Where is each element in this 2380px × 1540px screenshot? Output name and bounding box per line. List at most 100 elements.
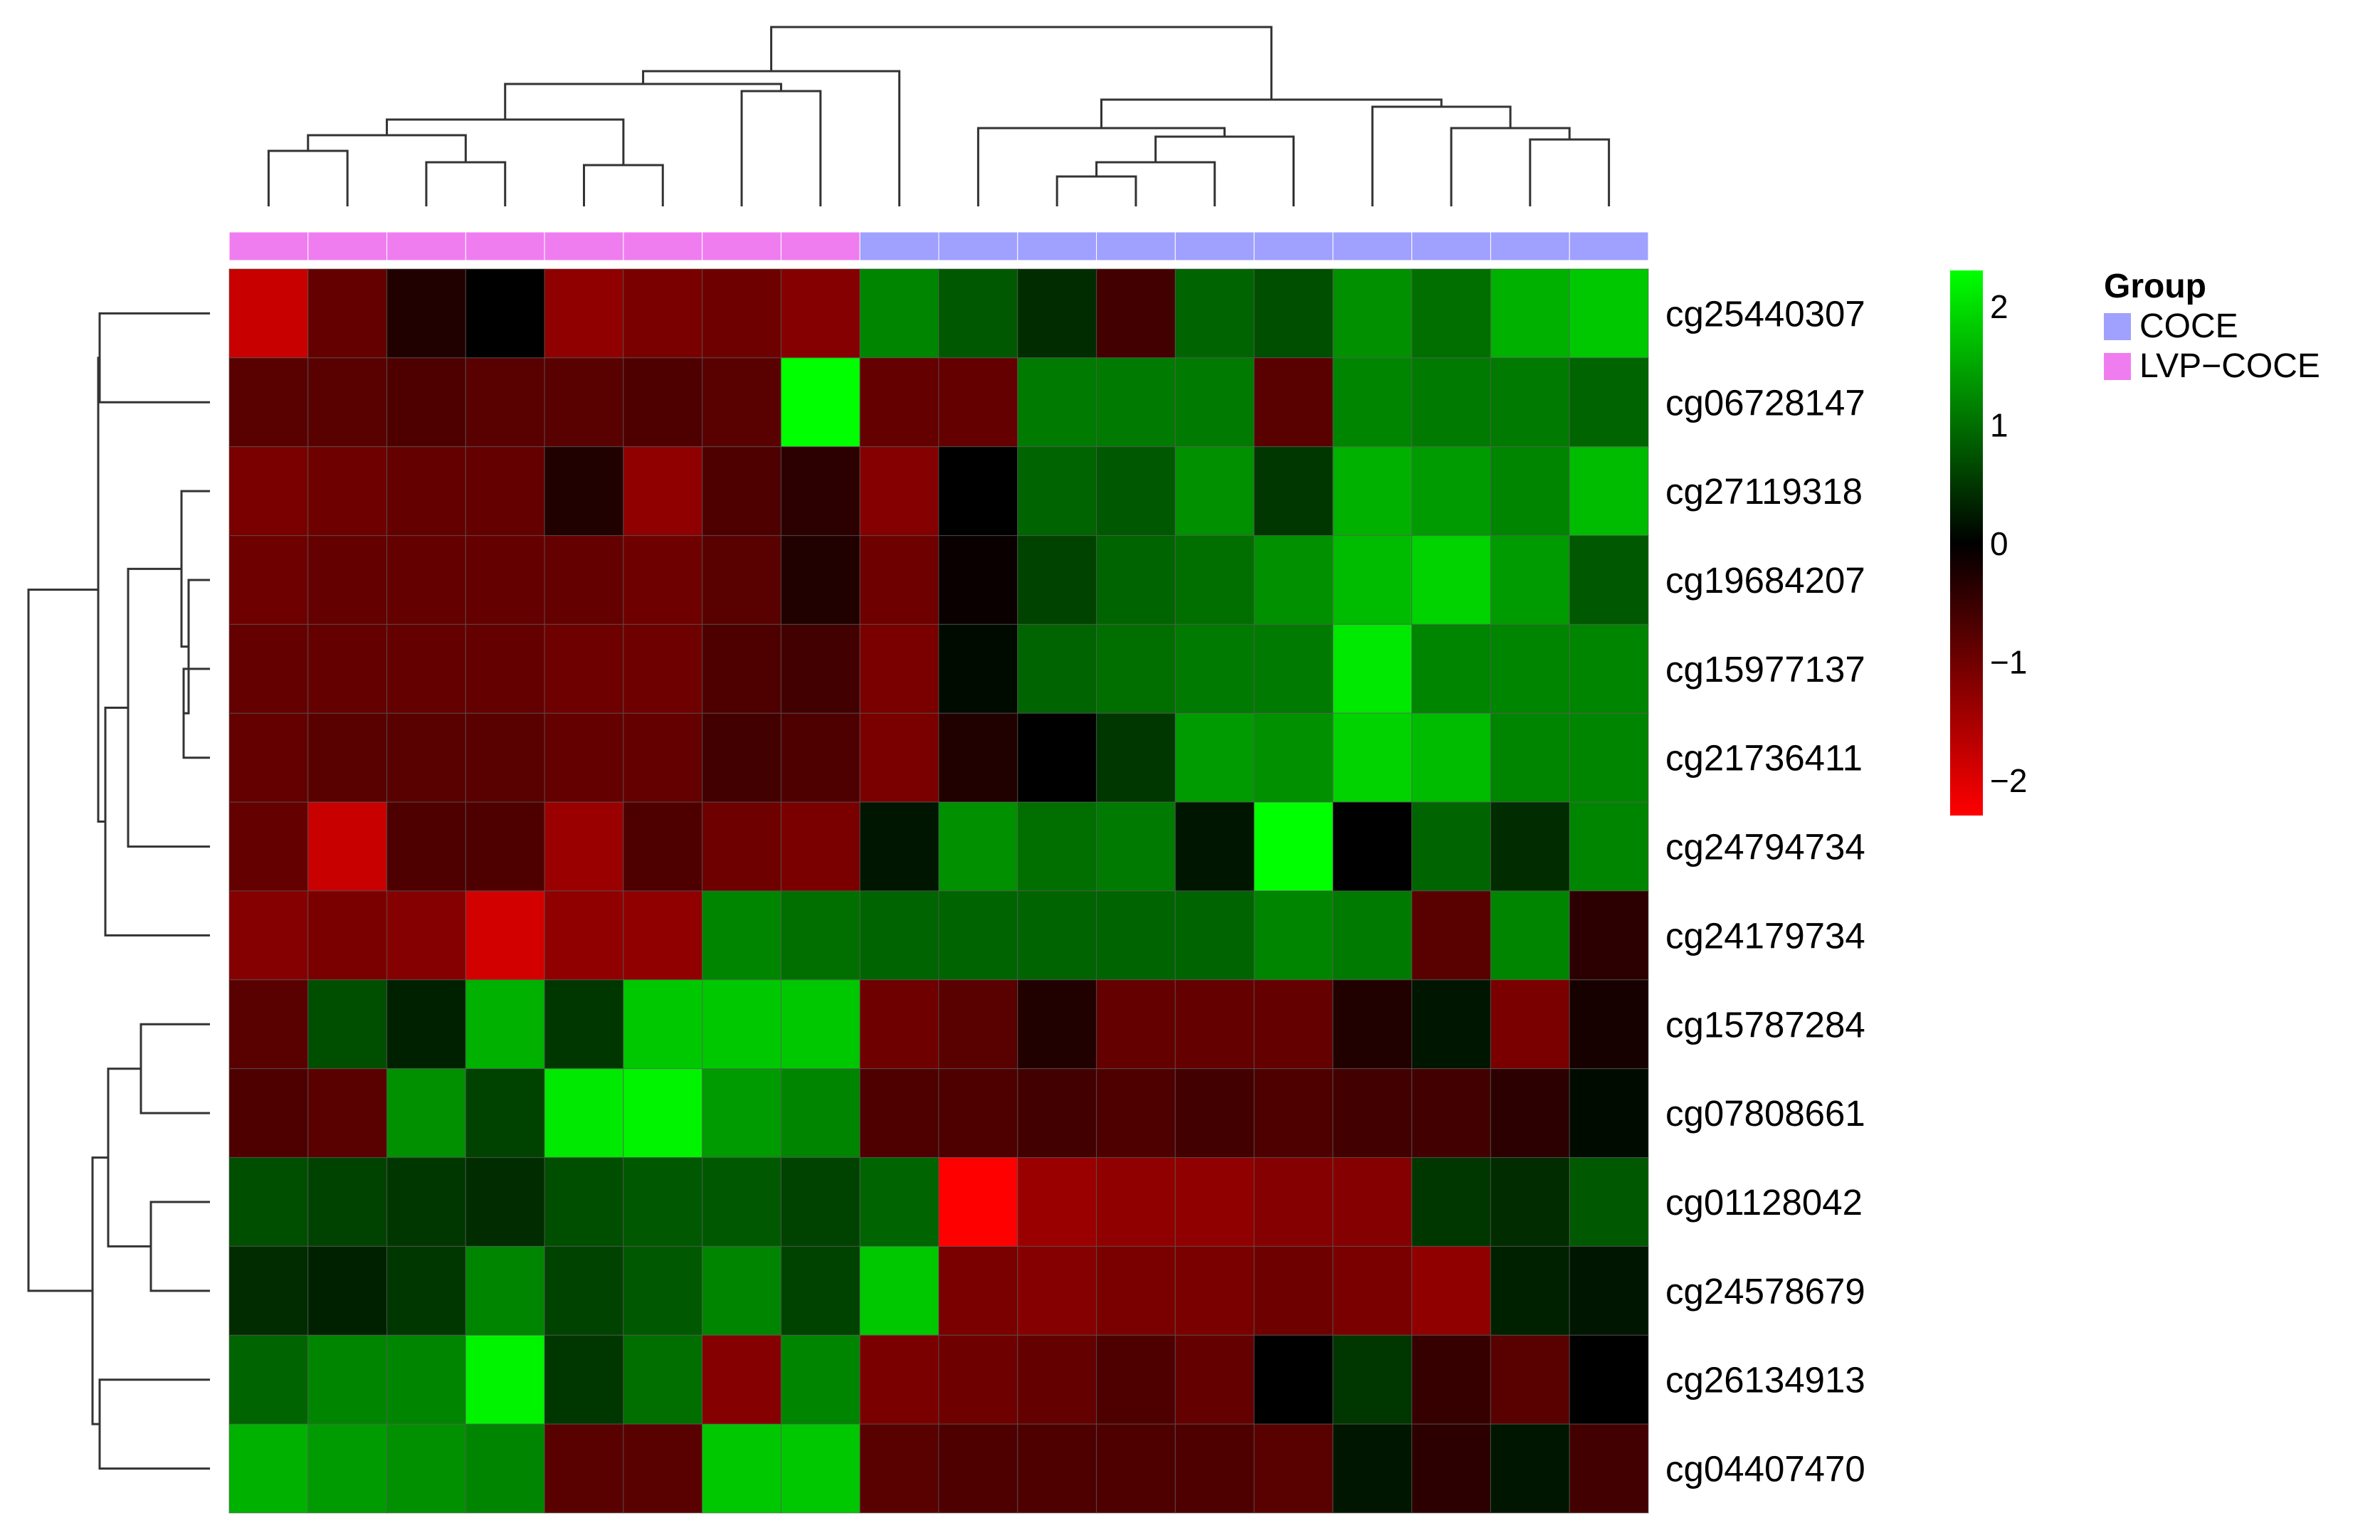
heatmap-cell	[623, 1334, 703, 1425]
heatmap-cell	[1253, 534, 1334, 626]
group-annotation-cell	[1411, 231, 1491, 261]
heatmap-cell	[307, 446, 388, 537]
heatmap-cell	[623, 268, 703, 359]
heatmap-cell	[544, 1068, 624, 1159]
group-annotation-cell	[1490, 231, 1570, 261]
heatmap-cell	[544, 1156, 624, 1248]
heatmap-cell	[1411, 534, 1492, 626]
heatmap-cell	[1332, 446, 1413, 537]
heatmap-cell	[780, 268, 860, 359]
heatmap-cell	[1017, 1334, 1097, 1425]
heatmap-cell	[623, 1068, 703, 1159]
heatmap-cell	[938, 1245, 1018, 1336]
colorbar-tick-label: 2	[1990, 288, 2008, 325]
heatmap-cell	[1411, 979, 1492, 1070]
heatmap-cell	[623, 357, 703, 448]
color-scale-bar: 2 1 0 −1 −2	[1950, 270, 2027, 816]
group-annotation-cell	[307, 231, 388, 261]
heatmap-cell	[1174, 801, 1255, 892]
heatmap-cell	[1490, 1334, 1570, 1425]
heatmap-cell	[1332, 890, 1413, 981]
heatmap-cell	[938, 357, 1018, 448]
heatmap-cell	[228, 1423, 309, 1514]
heatmap-cell	[544, 1334, 624, 1425]
heatmap-cell	[1017, 979, 1097, 1070]
heatmap-cell	[1253, 979, 1334, 1070]
row-label: cg15977137	[1665, 649, 1865, 690]
heatmap-cell	[859, 268, 939, 359]
heatmap-cell	[623, 1245, 703, 1336]
heatmap-cell	[544, 1423, 624, 1514]
row-label: cg24179734	[1665, 915, 1865, 956]
heatmap-cell	[1332, 1245, 1413, 1336]
heatmap-cell	[1569, 357, 1649, 448]
heatmap-cell	[623, 1423, 703, 1514]
row-label: cg24794734	[1665, 827, 1865, 867]
legend-swatch	[2104, 313, 2131, 340]
heatmap-cell	[938, 1423, 1018, 1514]
group-annotation-cell	[1332, 231, 1413, 261]
heatmap-cell	[1253, 1423, 1334, 1514]
heatmap-cell	[1017, 446, 1097, 537]
heatmap-cell	[544, 979, 624, 1070]
heatmap-cell	[465, 1423, 545, 1514]
group-annotation-cell	[1096, 231, 1176, 261]
colorbar-tick-label: −1	[1990, 644, 2027, 681]
column-dendrogram	[267, 26, 1611, 206]
heatmap-cell	[1253, 446, 1334, 537]
heatmap-cell	[1490, 712, 1570, 803]
group-annotation-cell	[1253, 231, 1334, 261]
heatmap-cell	[1174, 979, 1255, 1070]
heatmap-cell	[307, 268, 388, 359]
heatmap-cell	[1332, 1068, 1413, 1159]
heatmap-cell	[307, 623, 388, 714]
heatmap-cell	[702, 623, 782, 714]
heatmap-cell	[228, 1068, 309, 1159]
heatmap-cell	[1411, 1245, 1492, 1336]
heatmap-cell	[780, 623, 860, 714]
heatmap-cell	[702, 446, 782, 537]
heatmap-cell	[307, 1423, 388, 1514]
heatmap-cell	[386, 268, 466, 359]
heatmap-cell	[702, 979, 782, 1070]
heatmap-cell	[938, 801, 1018, 892]
heatmap-cell	[1490, 979, 1570, 1070]
heatmap-cell	[465, 357, 545, 448]
heatmap-cell	[544, 623, 624, 714]
heatmap-cell	[1490, 268, 1570, 359]
group-annotation-cell	[228, 231, 309, 261]
row-label: cg19684207	[1665, 560, 1865, 601]
heatmap-cell	[1253, 712, 1334, 803]
heatmap-cell	[544, 268, 624, 359]
heatmap-cell	[1411, 268, 1492, 359]
group-annotation-bar	[228, 231, 1649, 261]
heatmap-cell	[859, 534, 939, 626]
heatmap-cell	[1095, 623, 1176, 714]
heatmap-cell	[1017, 357, 1097, 448]
row-label: cg21736411	[1665, 738, 1863, 779]
heatmap-cell	[623, 979, 703, 1070]
heatmap-cell	[702, 801, 782, 892]
heatmap-cell	[1569, 446, 1649, 537]
heatmap-cell	[1095, 979, 1176, 1070]
heatmap-cell	[1017, 1423, 1097, 1514]
heatmap-cell	[1095, 890, 1176, 981]
heatmap-cell	[1017, 890, 1097, 981]
heatmap-cell	[780, 1334, 860, 1425]
heatmap-cell	[938, 1156, 1018, 1248]
heatmap-cell	[1490, 1423, 1570, 1514]
heatmap-cell	[1017, 712, 1097, 803]
row-label: cg06728147	[1665, 382, 1865, 423]
heatmap-cell	[1095, 1245, 1176, 1336]
row-label: cg04407470	[1665, 1449, 1865, 1489]
heatmap-cell	[386, 1245, 466, 1336]
row-label: cg26134913	[1665, 1360, 1865, 1401]
heatmap-cell	[386, 446, 466, 537]
heatmap-cell	[623, 534, 703, 626]
row-label: cg01128042	[1665, 1182, 1863, 1223]
heatmap-cell	[386, 1423, 466, 1514]
heatmap-cell	[702, 890, 782, 981]
heatmap-cell	[386, 623, 466, 714]
heatmap-cell	[702, 534, 782, 626]
